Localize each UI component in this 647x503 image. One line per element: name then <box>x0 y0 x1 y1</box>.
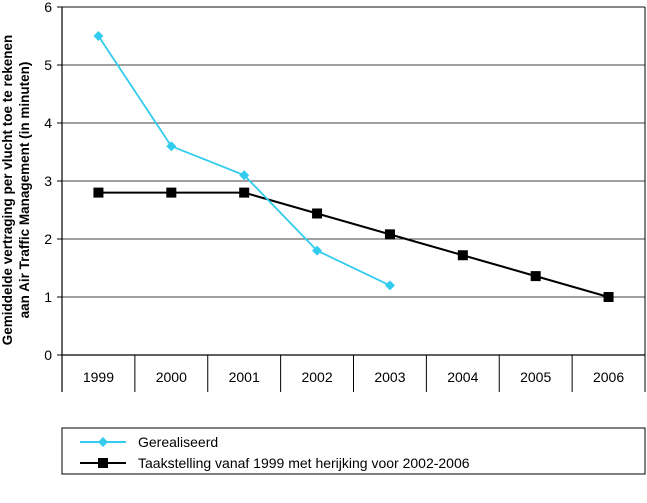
legend-label-0: Gerealiseerd <box>138 434 218 450</box>
series-0-point-2003 <box>384 280 395 291</box>
series-0-point-1999 <box>93 31 104 41</box>
x-tick-label-2001: 2001 <box>229 369 260 385</box>
series-1-point-1999 <box>93 187 104 198</box>
x-tick-label-2003: 2003 <box>374 369 405 385</box>
x-tick-labels: 1999 2000 2001 2002 2003 2004 2005 2006 <box>83 369 624 385</box>
axes <box>57 6 646 392</box>
series-1 <box>93 187 614 302</box>
series-0 <box>93 31 395 291</box>
series-1-point-2002 <box>312 208 323 219</box>
legend-item-0: Gerealiseerd <box>80 434 218 450</box>
y-tick-label-4: 4 <box>44 115 52 131</box>
legend-swatch-marker-0 <box>98 437 108 447</box>
x-tick-label-1999: 1999 <box>83 369 114 385</box>
x-tick-label-2005: 2005 <box>520 369 551 385</box>
y-axis-title: Gemiddelde vertraging per vlucht toe te … <box>0 35 32 346</box>
legend-box <box>61 427 646 475</box>
y-tick-label-1: 1 <box>44 289 52 305</box>
y-tick-labels: 0 1 2 3 4 5 6 <box>44 0 52 363</box>
grid-lines <box>62 6 645 298</box>
series-0-point-2002 <box>312 245 323 256</box>
series-0-point-2000 <box>166 141 177 152</box>
legend-item-1: Taakstelling vanaf 1999 met herijking vo… <box>80 455 470 471</box>
y-tick-label-2: 2 <box>44 231 52 247</box>
series-1-point-2003 <box>384 229 395 240</box>
legend-label-1: Taakstelling vanaf 1999 met herijking vo… <box>138 455 470 471</box>
x-tick-label-2006: 2006 <box>593 369 624 385</box>
x-tick-label-2002: 2002 <box>301 369 332 385</box>
legend: Gerealiseerd Taakstelling vanaf 1999 met … <box>61 427 646 475</box>
series-1-point-2000 <box>166 187 177 198</box>
y-tick-label-3: 3 <box>44 173 52 189</box>
series-group <box>93 31 614 302</box>
y-tick-label-5: 5 <box>44 57 52 73</box>
legend-swatch-marker-1 <box>98 458 108 468</box>
y-tick-label-0: 0 <box>44 347 52 363</box>
series-0-point-2001 <box>239 170 250 181</box>
y-axis-title-line-1: Gemiddelde vertraging per vlucht toe te … <box>0 35 15 346</box>
series-1-point-2004 <box>457 250 468 261</box>
series-1-line <box>98 191 609 298</box>
series-0-line <box>97 35 391 287</box>
y-axis-label: Gemiddelde vertraging per vlucht toe te … <box>0 35 32 346</box>
y-tick-label-6: 6 <box>44 0 52 15</box>
x-tick-label-2004: 2004 <box>447 369 478 385</box>
x-tick-label-2000: 2000 <box>156 369 187 385</box>
y-axis-title-line-2: aan Air Traffic Management (in minuten) <box>17 62 32 319</box>
series-1-point-2005 <box>530 271 541 282</box>
series-1-point-2001 <box>239 187 250 198</box>
series-1-point-2006 <box>603 292 614 302</box>
